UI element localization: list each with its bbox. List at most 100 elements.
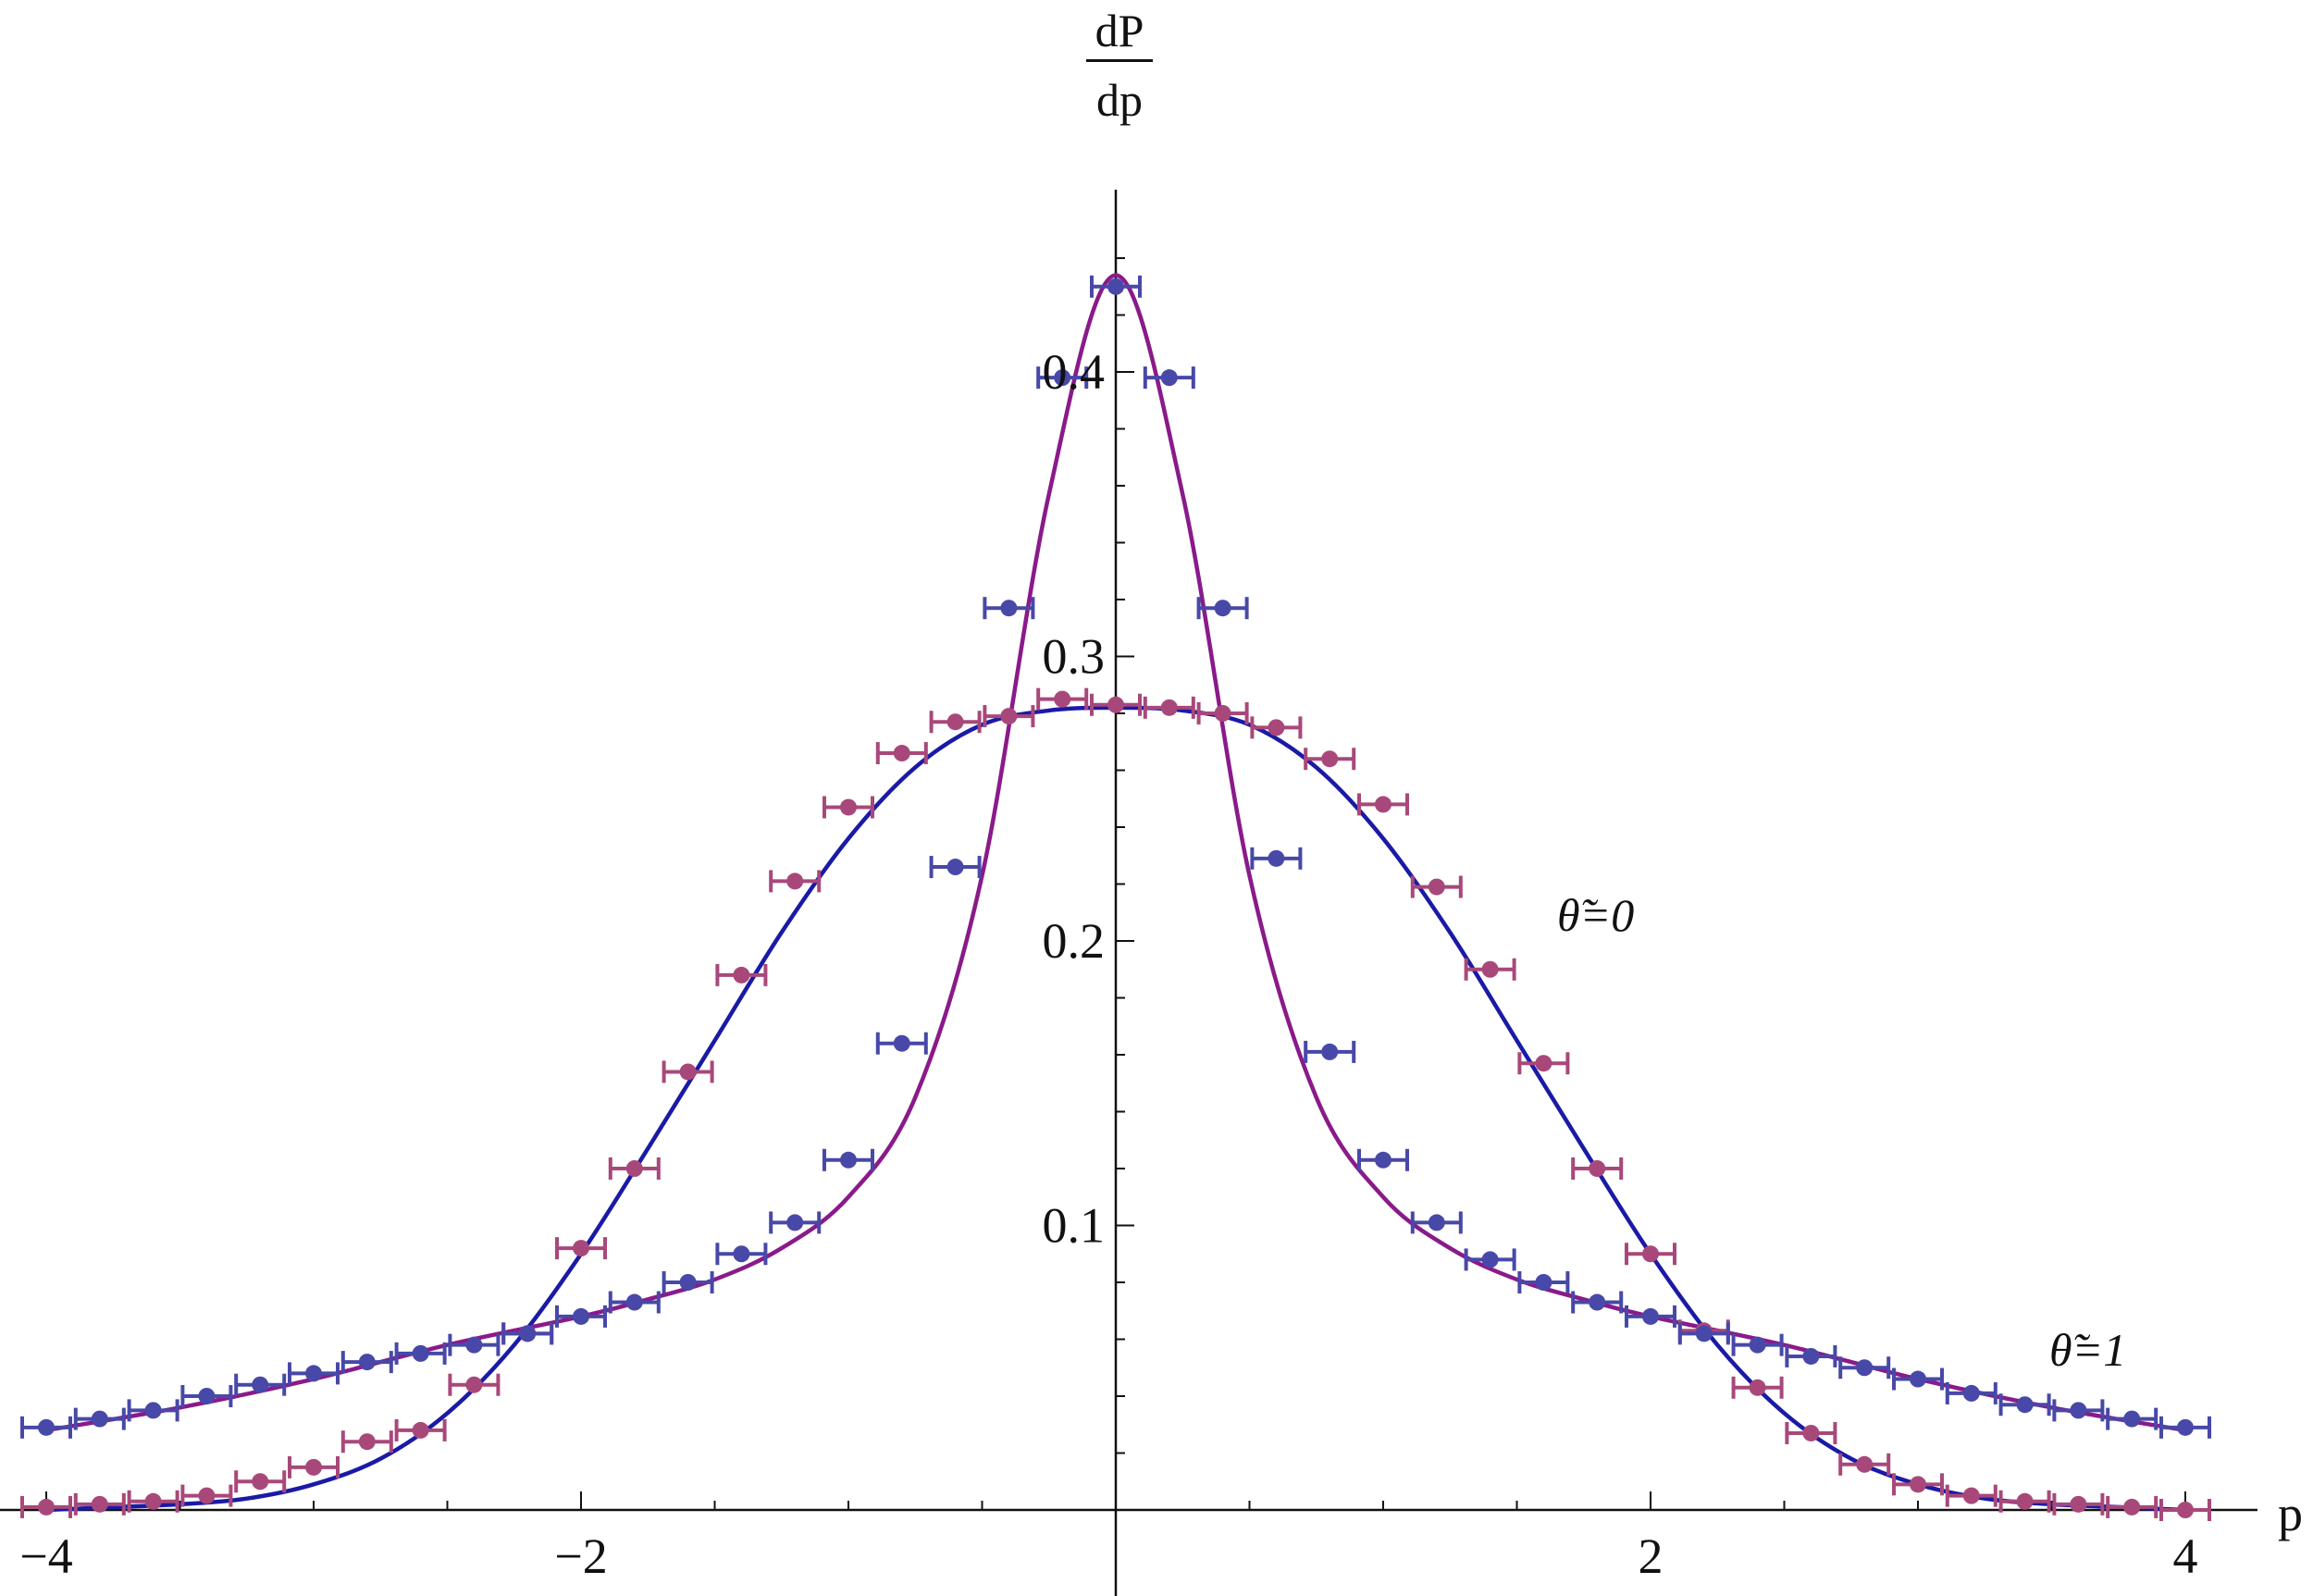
annotation-theta-0: θ̃=0 [1557,889,1635,941]
data-marker [1535,1274,1552,1291]
data-point-3 [2158,1416,2212,1439]
data-point-2 [1998,1490,2051,1513]
data-point-2 [19,1495,73,1518]
data-marker [1642,1245,1659,1263]
data-marker [2123,1410,2141,1428]
data-point-2 [662,1060,714,1083]
x-tick-label: 2 [1639,1528,1664,1584]
data-point-2 [1304,748,1356,771]
data-point-3 [19,1416,73,1439]
data-point-2 [234,1470,287,1493]
data-point-3 [875,1032,928,1055]
data-point-3 [1089,275,1143,298]
data-point-3 [1785,1344,1837,1367]
data-marker [1321,750,1339,768]
data-marker [573,1240,589,1257]
annotation-theta-1: θ̃=1 [2049,1324,2127,1376]
data-point-3 [1517,1271,1570,1293]
data-point-3 [287,1362,340,1385]
data-point-2 [608,1157,661,1180]
data-point-2 [287,1455,340,1478]
y-tick-label: 0.3 [1043,629,1106,685]
data-point-3 [929,856,982,879]
data-point-3 [983,597,1035,620]
data-marker [840,798,857,816]
data-point-2 [1036,687,1089,711]
data-point-3 [2106,1407,2158,1430]
x-axis-label: p [2278,1486,2303,1541]
data-point-2 [1838,1453,1891,1476]
y-axis-label-numerator: dP [1095,5,1144,56]
data-marker [412,1421,429,1439]
y-tick-label: 0.4 [1043,344,1106,400]
data-marker [144,1402,162,1419]
data-point-3 [73,1407,126,1430]
tick-labels: −4 −2 2 4 0.1 0.2 0.3 0.4 [19,344,2197,1584]
data-marker [2123,1498,2141,1516]
x-tick-label: 4 [2173,1528,2198,1584]
data-marker [91,1410,108,1428]
data-point-3 [501,1322,554,1345]
data-marker [1214,705,1231,722]
data-point-3 [1356,1148,1410,1171]
data-marker [91,1495,108,1513]
data-point-3 [662,1271,714,1293]
data-marker [1695,1325,1713,1342]
data-point-2 [1624,1243,1677,1266]
data-marker [412,1344,429,1362]
data-point-2 [1571,1157,1624,1180]
data-marker [465,1376,483,1393]
data-marker [2070,1402,2087,1419]
data-marker [786,1214,804,1231]
data-marker [679,1063,697,1081]
y-axis-label-denominator: dp [1096,74,1143,126]
data-marker [305,1365,322,1382]
data-point-2 [448,1373,501,1396]
data-marker [1749,1336,1766,1354]
data-marker [2177,1418,2194,1436]
fraction-bar [1086,59,1153,62]
data-point-3 [1143,366,1195,390]
data-marker [1321,1043,1339,1060]
data-point-2 [1891,1473,1945,1496]
data-point-3 [1464,1248,1516,1271]
data-marker [1589,1293,1606,1311]
data-point-3 [180,1385,233,1407]
data-point-2 [554,1237,608,1260]
data-point-3 [1731,1333,1784,1356]
data-point-2 [73,1492,126,1516]
data-marker [1107,278,1124,295]
axes [0,190,2257,1596]
data-point-2 [127,1490,179,1513]
data-point-3 [769,1211,822,1234]
data-marker [38,1498,55,1516]
data-point-3 [2052,1399,2105,1422]
data-marker [1481,960,1499,978]
data-marker [1642,1307,1659,1325]
data-marker [252,1473,269,1491]
data-point-3 [1571,1291,1624,1314]
data-point-2 [1517,1052,1570,1075]
data-marker [1000,708,1018,725]
data-point-3 [822,1148,875,1171]
data-marker [946,713,964,731]
y-tick-label: 0.1 [1043,1198,1106,1254]
data-marker [2016,1492,2034,1510]
data-marker [198,1388,216,1404]
data-marker [1000,600,1018,617]
data-point-3 [394,1342,447,1365]
data-marker [1802,1347,1820,1365]
data-point-2 [1196,702,1249,724]
data-marker [625,1160,643,1177]
data-point-3 [1304,1040,1356,1063]
data-point-2 [340,1430,393,1454]
data-marker [1802,1424,1820,1441]
data-marker [1856,1455,1874,1473]
data-point-2 [983,705,1035,728]
data-point-3 [1250,847,1303,870]
data-point-2 [1356,793,1410,816]
data-marker [625,1293,643,1311]
data-point-3 [554,1305,608,1328]
data-marker [1962,1384,1980,1402]
data-marker [144,1492,162,1510]
